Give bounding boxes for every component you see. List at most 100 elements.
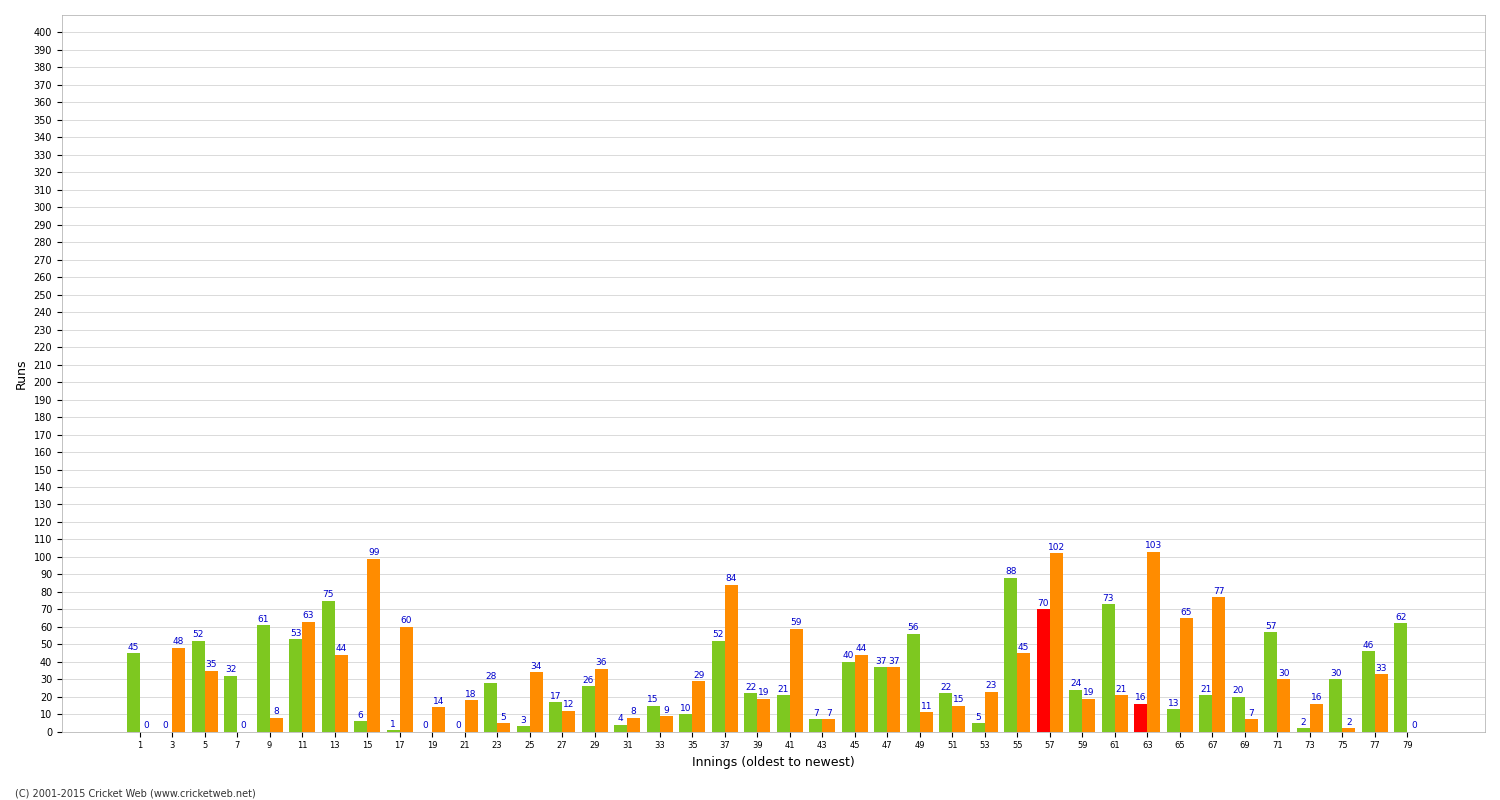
Text: 34: 34: [531, 662, 542, 671]
Bar: [822, 719, 836, 732]
Text: 0: 0: [1412, 722, 1416, 730]
Bar: [368, 558, 380, 732]
Bar: [1017, 653, 1031, 732]
Text: 8: 8: [632, 707, 636, 716]
Bar: [549, 702, 562, 732]
Bar: [224, 676, 237, 732]
Text: 18: 18: [465, 690, 477, 699]
Text: 7: 7: [813, 709, 819, 718]
Text: 0: 0: [240, 722, 246, 730]
Text: 52: 52: [712, 630, 724, 639]
Text: 2: 2: [1346, 718, 1352, 727]
Text: 48: 48: [172, 638, 184, 646]
Bar: [744, 694, 758, 732]
Text: 2: 2: [1300, 718, 1306, 727]
Bar: [627, 718, 640, 732]
Text: 22: 22: [746, 683, 756, 692]
Bar: [1050, 554, 1064, 732]
Bar: [594, 669, 608, 732]
Text: 0: 0: [423, 722, 429, 730]
Text: 99: 99: [368, 548, 380, 558]
Text: 3: 3: [520, 716, 526, 725]
Text: 52: 52: [192, 630, 204, 639]
Bar: [646, 706, 660, 732]
Bar: [777, 695, 789, 732]
Bar: [692, 681, 705, 732]
Text: (C) 2001-2015 Cricket Web (www.cricketweb.net): (C) 2001-2015 Cricket Web (www.cricketwe…: [15, 788, 255, 798]
Y-axis label: Runs: Runs: [15, 358, 28, 389]
Bar: [204, 670, 218, 732]
Bar: [172, 648, 184, 732]
Text: 21: 21: [1116, 685, 1126, 694]
Bar: [1342, 728, 1356, 732]
Bar: [1083, 698, 1095, 732]
Bar: [192, 641, 204, 732]
Bar: [1070, 690, 1083, 732]
Bar: [1167, 709, 1180, 732]
Bar: [855, 655, 867, 732]
Bar: [1134, 704, 1148, 732]
Text: 22: 22: [940, 683, 951, 692]
Bar: [1264, 632, 1278, 732]
Text: 15: 15: [952, 695, 964, 704]
Bar: [387, 730, 399, 732]
Text: 29: 29: [693, 670, 705, 680]
Text: 5: 5: [975, 713, 981, 722]
Text: 9: 9: [663, 706, 669, 714]
Bar: [1245, 719, 1258, 732]
Bar: [1376, 674, 1388, 732]
Bar: [1395, 623, 1407, 732]
Text: 19: 19: [758, 688, 770, 697]
Text: 44: 44: [855, 645, 867, 654]
Bar: [1362, 651, 1376, 732]
Text: 63: 63: [303, 611, 315, 620]
Text: 10: 10: [680, 704, 692, 713]
Text: 16: 16: [1311, 694, 1322, 702]
Text: 21: 21: [777, 685, 789, 694]
Bar: [465, 700, 477, 732]
Text: 46: 46: [1362, 641, 1374, 650]
Text: 73: 73: [1102, 594, 1114, 602]
Bar: [711, 641, 724, 732]
Bar: [321, 601, 334, 732]
Bar: [302, 622, 315, 732]
Bar: [530, 672, 543, 732]
Text: 7: 7: [827, 709, 831, 718]
Bar: [256, 625, 270, 732]
Bar: [886, 667, 900, 732]
Bar: [789, 629, 802, 732]
Bar: [920, 713, 933, 732]
Text: 1: 1: [390, 719, 396, 729]
Text: 0: 0: [142, 722, 148, 730]
Text: 75: 75: [322, 590, 334, 599]
Bar: [1200, 695, 1212, 732]
Text: 16: 16: [1136, 694, 1146, 702]
Text: 32: 32: [225, 666, 237, 674]
Bar: [1102, 604, 1114, 732]
Text: 70: 70: [1038, 599, 1048, 608]
Text: 77: 77: [1214, 586, 1224, 596]
Text: 0: 0: [456, 722, 460, 730]
Bar: [952, 706, 964, 732]
Text: 6: 6: [358, 711, 363, 720]
Text: 88: 88: [1005, 567, 1017, 577]
Bar: [334, 655, 348, 732]
Bar: [842, 662, 855, 732]
Text: 19: 19: [1083, 688, 1095, 697]
Text: 59: 59: [790, 618, 802, 627]
Text: 40: 40: [843, 651, 854, 660]
Bar: [1180, 618, 1192, 732]
Bar: [1329, 679, 1342, 732]
Bar: [496, 723, 510, 732]
Text: 13: 13: [1167, 698, 1179, 707]
Text: 84: 84: [726, 574, 736, 583]
Text: 36: 36: [596, 658, 608, 667]
Text: 37: 37: [888, 657, 900, 666]
Bar: [1232, 697, 1245, 732]
Text: 45: 45: [1019, 642, 1029, 652]
Bar: [808, 719, 822, 732]
Text: 7: 7: [1248, 709, 1254, 718]
Bar: [126, 653, 140, 732]
Bar: [270, 718, 282, 732]
Bar: [906, 634, 920, 732]
